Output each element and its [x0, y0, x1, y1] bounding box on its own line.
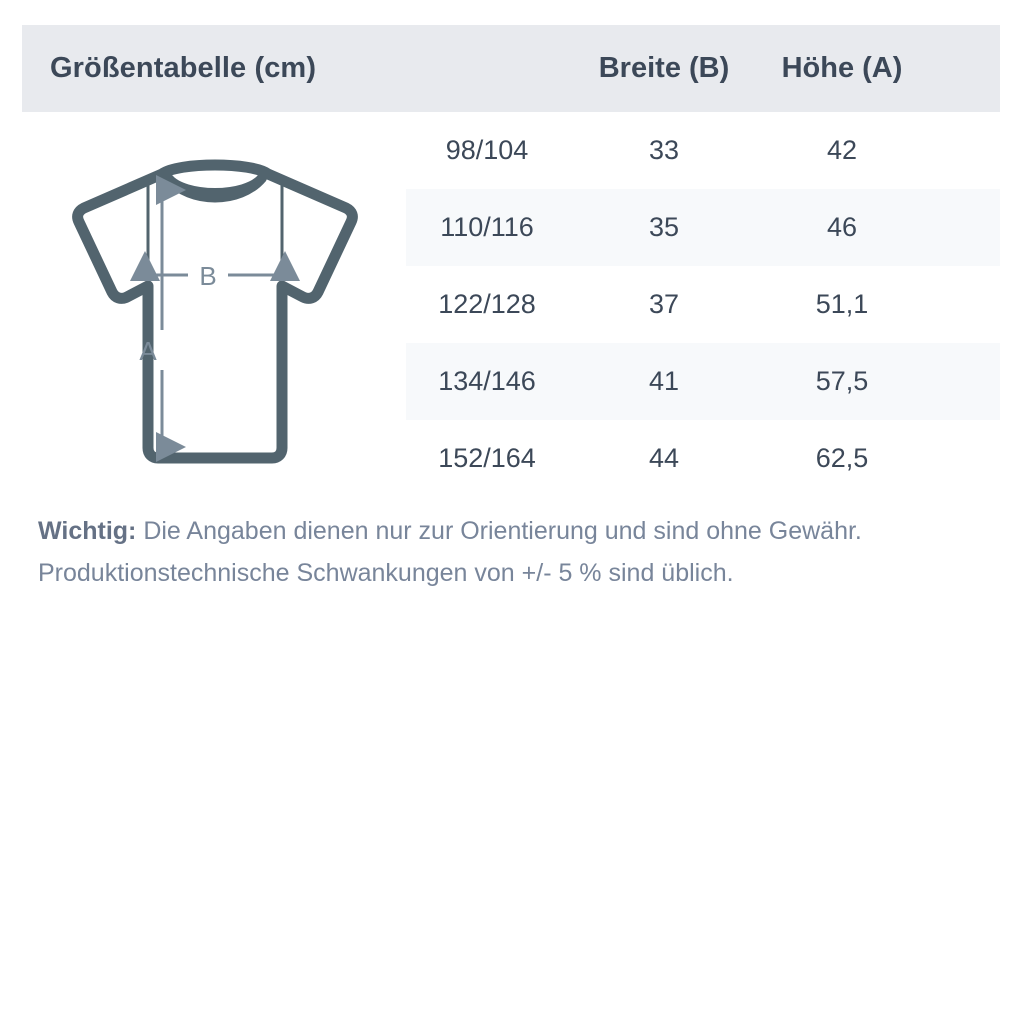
table-row: 152/164 44 62,5 [406, 420, 1000, 497]
disclaimer-label: Wichtig: [38, 517, 137, 545]
table-row: 122/128 37 51,1 [406, 266, 1000, 343]
disclaimer-line-1-rest: Die Angaben dienen nur zur Orientierung … [136, 517, 862, 545]
cell-size: 98/104 [445, 135, 529, 165]
table-row: 134/146 41 57,5 [406, 343, 1000, 420]
cell-hoehe: 62,5 [815, 443, 869, 473]
disclaimer-line-1: Wichtig: Die Angaben dienen nur zur Orie… [38, 510, 988, 552]
page-title: Größentabelle (cm) [50, 52, 317, 84]
height-label: A [139, 336, 157, 366]
table-row: 110/116 35 46 [406, 189, 1000, 266]
column-header-breite: Breite (B) [598, 52, 730, 84]
cell-breite: 35 [648, 212, 680, 242]
cell-size: 152/164 [438, 443, 536, 473]
width-label: B [199, 261, 216, 291]
size-table-body: 98/104 33 42 110/116 35 46 122/128 37 51… [406, 112, 1000, 497]
tshirt-diagram: A B [50, 152, 380, 488]
cell-hoehe: 57,5 [815, 366, 869, 396]
cell-size: 134/146 [438, 366, 536, 396]
tshirt-icon [72, 159, 358, 464]
table-header-band [22, 25, 1000, 112]
cell-hoehe: 51,1 [815, 289, 869, 319]
cell-breite: 41 [648, 366, 680, 396]
column-header-hoehe: Höhe (A) [781, 52, 903, 84]
neckline-icon [163, 173, 267, 203]
table-row: 98/104 33 42 [406, 112, 1000, 189]
cell-hoehe: 46 [826, 212, 858, 242]
cell-hoehe: 42 [826, 135, 858, 165]
cell-breite: 44 [648, 443, 680, 473]
cell-breite: 33 [648, 135, 680, 165]
cell-size: 122/128 [438, 289, 536, 319]
cell-size: 110/116 [440, 212, 534, 242]
disclaimer-line-2: Produktionstechnische Schwankungen von +… [38, 559, 734, 587]
cell-breite: 37 [648, 289, 680, 319]
disclaimer-note: Wichtig: Die Angaben dienen nur zur Orie… [38, 510, 988, 594]
